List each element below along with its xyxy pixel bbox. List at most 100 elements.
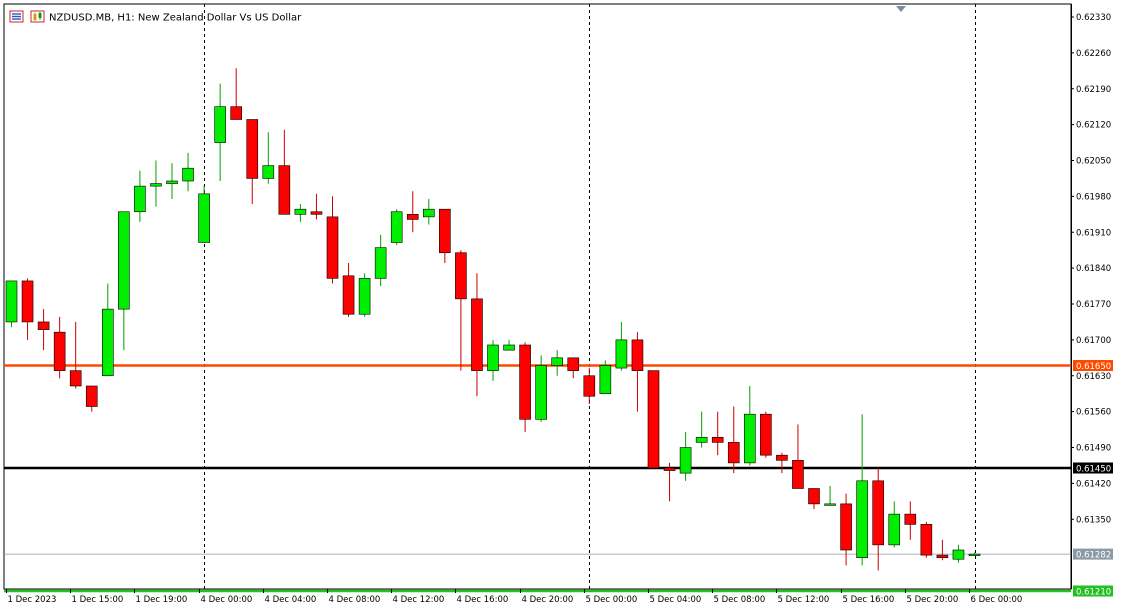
candle [760,411,772,458]
candle [727,406,740,474]
time-tick-label: 5 Dec 08:00 [714,595,766,605]
candle-body-bear [792,460,804,489]
candle [551,350,564,376]
candle [310,193,323,220]
time-tick-label: 4 Dec 16:00 [457,595,509,605]
candle-body-bear [85,385,98,407]
time-tick-label: 1 Dec 15:00 [72,595,124,605]
level-price-tag-label: 0.61210 [1076,588,1111,598]
price-tick-label: 0.61700 [1076,336,1111,346]
level-price-tag: 0.61450 [1073,462,1113,475]
candle [679,432,692,481]
price-tick-label: 0.61560 [1076,408,1111,418]
candle [647,370,660,469]
candle [599,360,612,394]
candle-body-bull [262,165,275,179]
candle-body-bull [856,480,868,558]
candle-body-bull [166,180,178,184]
candle [840,493,852,566]
candle [102,283,114,377]
candle [567,357,580,379]
candle-body-bull [695,436,708,443]
plot-area[interactable] [3,3,1072,590]
chart-title: NZDUSD.MB, H1: New Zealand Dollar Vs US … [49,13,302,24]
candle [487,339,499,381]
candle-body-bear [519,344,531,420]
candle [182,152,194,192]
price-tick-label: 0.61350 [1076,515,1111,525]
candle [535,355,547,422]
candle [920,521,933,558]
time-tick-label: 4 Dec 04:00 [265,595,317,605]
candle [118,211,130,351]
price-axis[interactable]: 0.62330 0.62260 0.62190 0.62120 0.62050 0.619… [1071,13,1111,525]
horizontal-levels[interactable]: 0.61650 0.61450 0.61210 0.61282 [4,360,1113,598]
candle [166,163,178,199]
candle-body-bull [551,357,564,366]
candle [455,250,467,371]
candle [792,424,804,489]
candle [615,321,628,371]
candle-body-bear [471,298,483,371]
time-tick-label: 4 Dec 12:00 [393,595,445,605]
candle-body-bull [743,413,756,464]
time-tick-label: 4 Dec 00:00 [201,595,253,605]
candle [824,485,836,506]
candle-body-bear [663,467,676,471]
candle-body-bull [358,278,371,315]
candle-body-bear [69,370,82,387]
candle-body-bull [118,211,130,310]
candle [743,386,756,466]
candle-body-bear [21,280,34,323]
candle-body-bull [182,167,194,182]
level-price-tag-bg [1073,585,1113,597]
candle-body-bear [920,524,933,556]
candle [519,342,531,433]
price-tick-label: 0.61630 [1076,372,1111,382]
time-tick-label: 4 Dec 20:00 [522,595,574,605]
candle [406,191,419,233]
candle-body-bear [230,106,242,120]
candle-body-bear [567,357,580,371]
candle [856,414,868,566]
candle [952,544,965,563]
candle [278,129,291,215]
candle-body-bull [888,513,901,546]
candle-body-bull [615,339,628,369]
chart-type-icon[interactable] [30,10,45,23]
level-price-tag-label: 0.61650 [1076,362,1111,372]
price-tick-label: 0.62120 [1076,121,1111,131]
price-tick-label: 0.61490 [1076,444,1111,454]
candle-body-bear [840,503,852,551]
candle-body-bear [711,436,724,443]
period-separators [204,4,976,589]
candle [214,83,226,181]
candle-body-bear [904,513,917,525]
candle-body-bear [246,119,259,179]
candle [69,321,82,389]
candle-body-bull [134,185,146,213]
candle [904,501,917,540]
time-tick-label: 6 Dec 00:00 [971,595,1023,605]
candle-body-bear [439,208,451,254]
candle-body-bear [936,554,949,558]
candle-body-bear [647,370,660,469]
candle-body-bear [53,331,66,371]
chart-menu-icon[interactable] [9,10,24,23]
candle-body-bull [503,344,515,351]
candle-body-bull [824,503,836,506]
candle [294,204,307,222]
time-tick-label: 1 Dec 19:00 [136,595,188,605]
candle [262,132,275,184]
candle-body-bull [968,553,981,556]
chart-shift-marker-icon[interactable] [896,6,906,12]
price-tick-label: 0.61980 [1076,192,1111,202]
time-axis[interactable]: 1 Dec 2023 1 Dec 15:00 1 Dec 19:00 4 Dec 00… [6,589,1023,605]
candle [198,186,210,243]
price-tick-label: 0.61770 [1076,300,1111,310]
candle [663,462,676,502]
price-tick-label: 0.62050 [1076,157,1111,167]
time-tick-label: 5 Dec 16:00 [843,595,895,605]
